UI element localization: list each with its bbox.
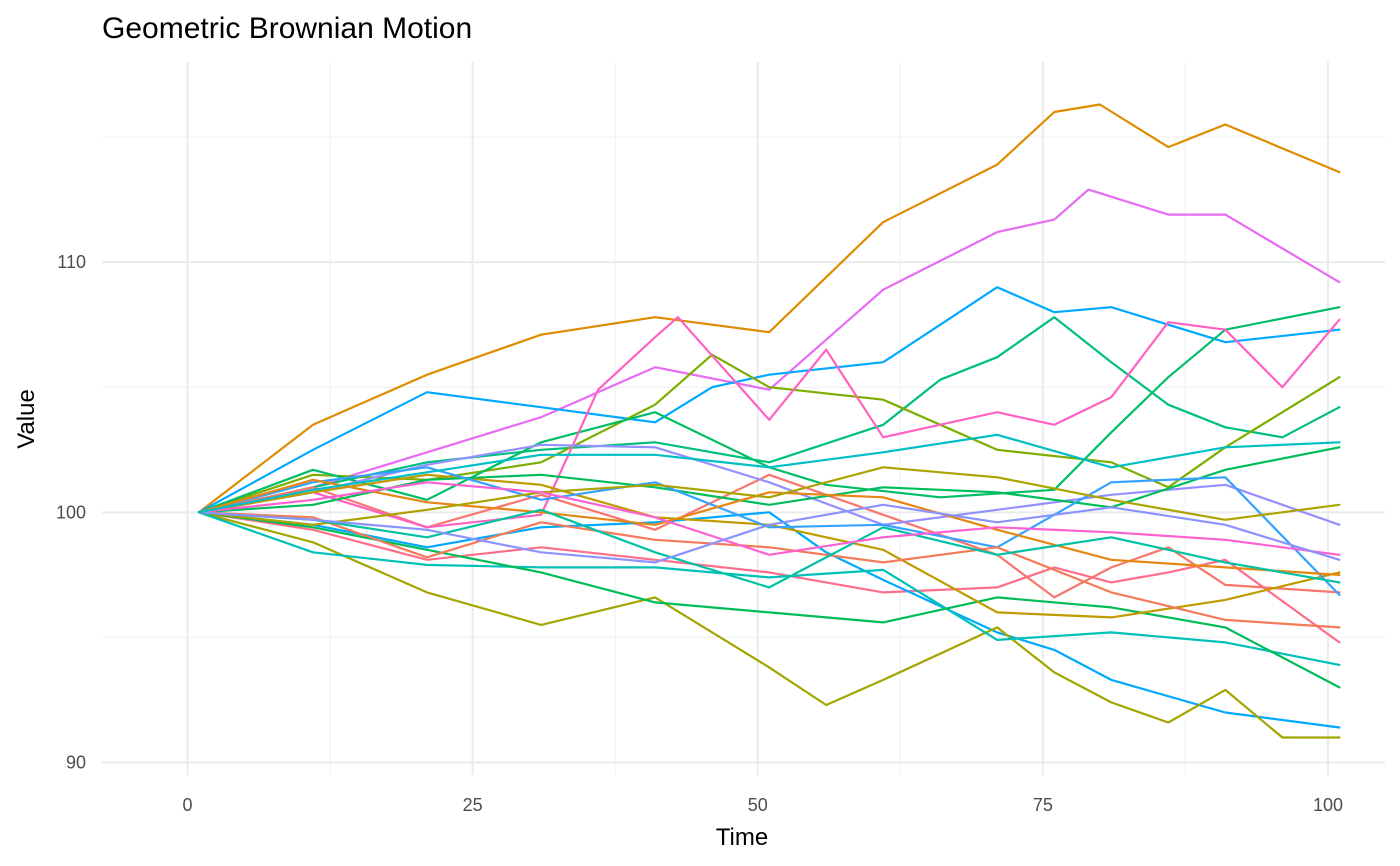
gridlines (102, 62, 1385, 775)
series-line-18 (197, 478, 1341, 577)
x-tick-label: 75 (1033, 795, 1053, 815)
y-axis-title: Value (13, 389, 40, 449)
chart-title: Geometric Brownian Motion (102, 12, 472, 45)
x-axis-title: Time (716, 824, 768, 851)
series-line-21 (197, 508, 1341, 589)
x-tick-label: 25 (463, 795, 483, 815)
series-line-6 (197, 306, 1341, 514)
series-line-12 (197, 511, 1341, 739)
series-line-1 (197, 103, 1341, 514)
series-lines (197, 103, 1341, 739)
series-line-24 (197, 433, 1341, 514)
series-line-9 (197, 316, 1341, 529)
series-line-13 (197, 511, 1341, 667)
y-tick-label: 100 (56, 502, 86, 522)
y-tick-label: 110 (57, 252, 86, 272)
tick-labels: 0 25 50 75 100 90 100 110 (56, 252, 1343, 815)
series-line-14 (197, 511, 1341, 689)
x-tick-label: 50 (748, 795, 768, 815)
series-line-19 (197, 511, 1341, 629)
series-line-7 (197, 511, 1341, 644)
series-line-17 (197, 466, 1341, 597)
series-line-3 (197, 286, 1341, 514)
series-line-2 (197, 188, 1341, 514)
series-line-10 (197, 443, 1341, 526)
y-tick-label: 90 (66, 752, 86, 772)
series-line-11 (197, 511, 1341, 729)
series-line-22 (197, 481, 1341, 556)
x-tick-label: 0 (183, 795, 193, 815)
series-line-20 (197, 466, 1341, 526)
series-line-23 (197, 503, 1341, 564)
x-tick-label: 100 (1313, 795, 1343, 815)
